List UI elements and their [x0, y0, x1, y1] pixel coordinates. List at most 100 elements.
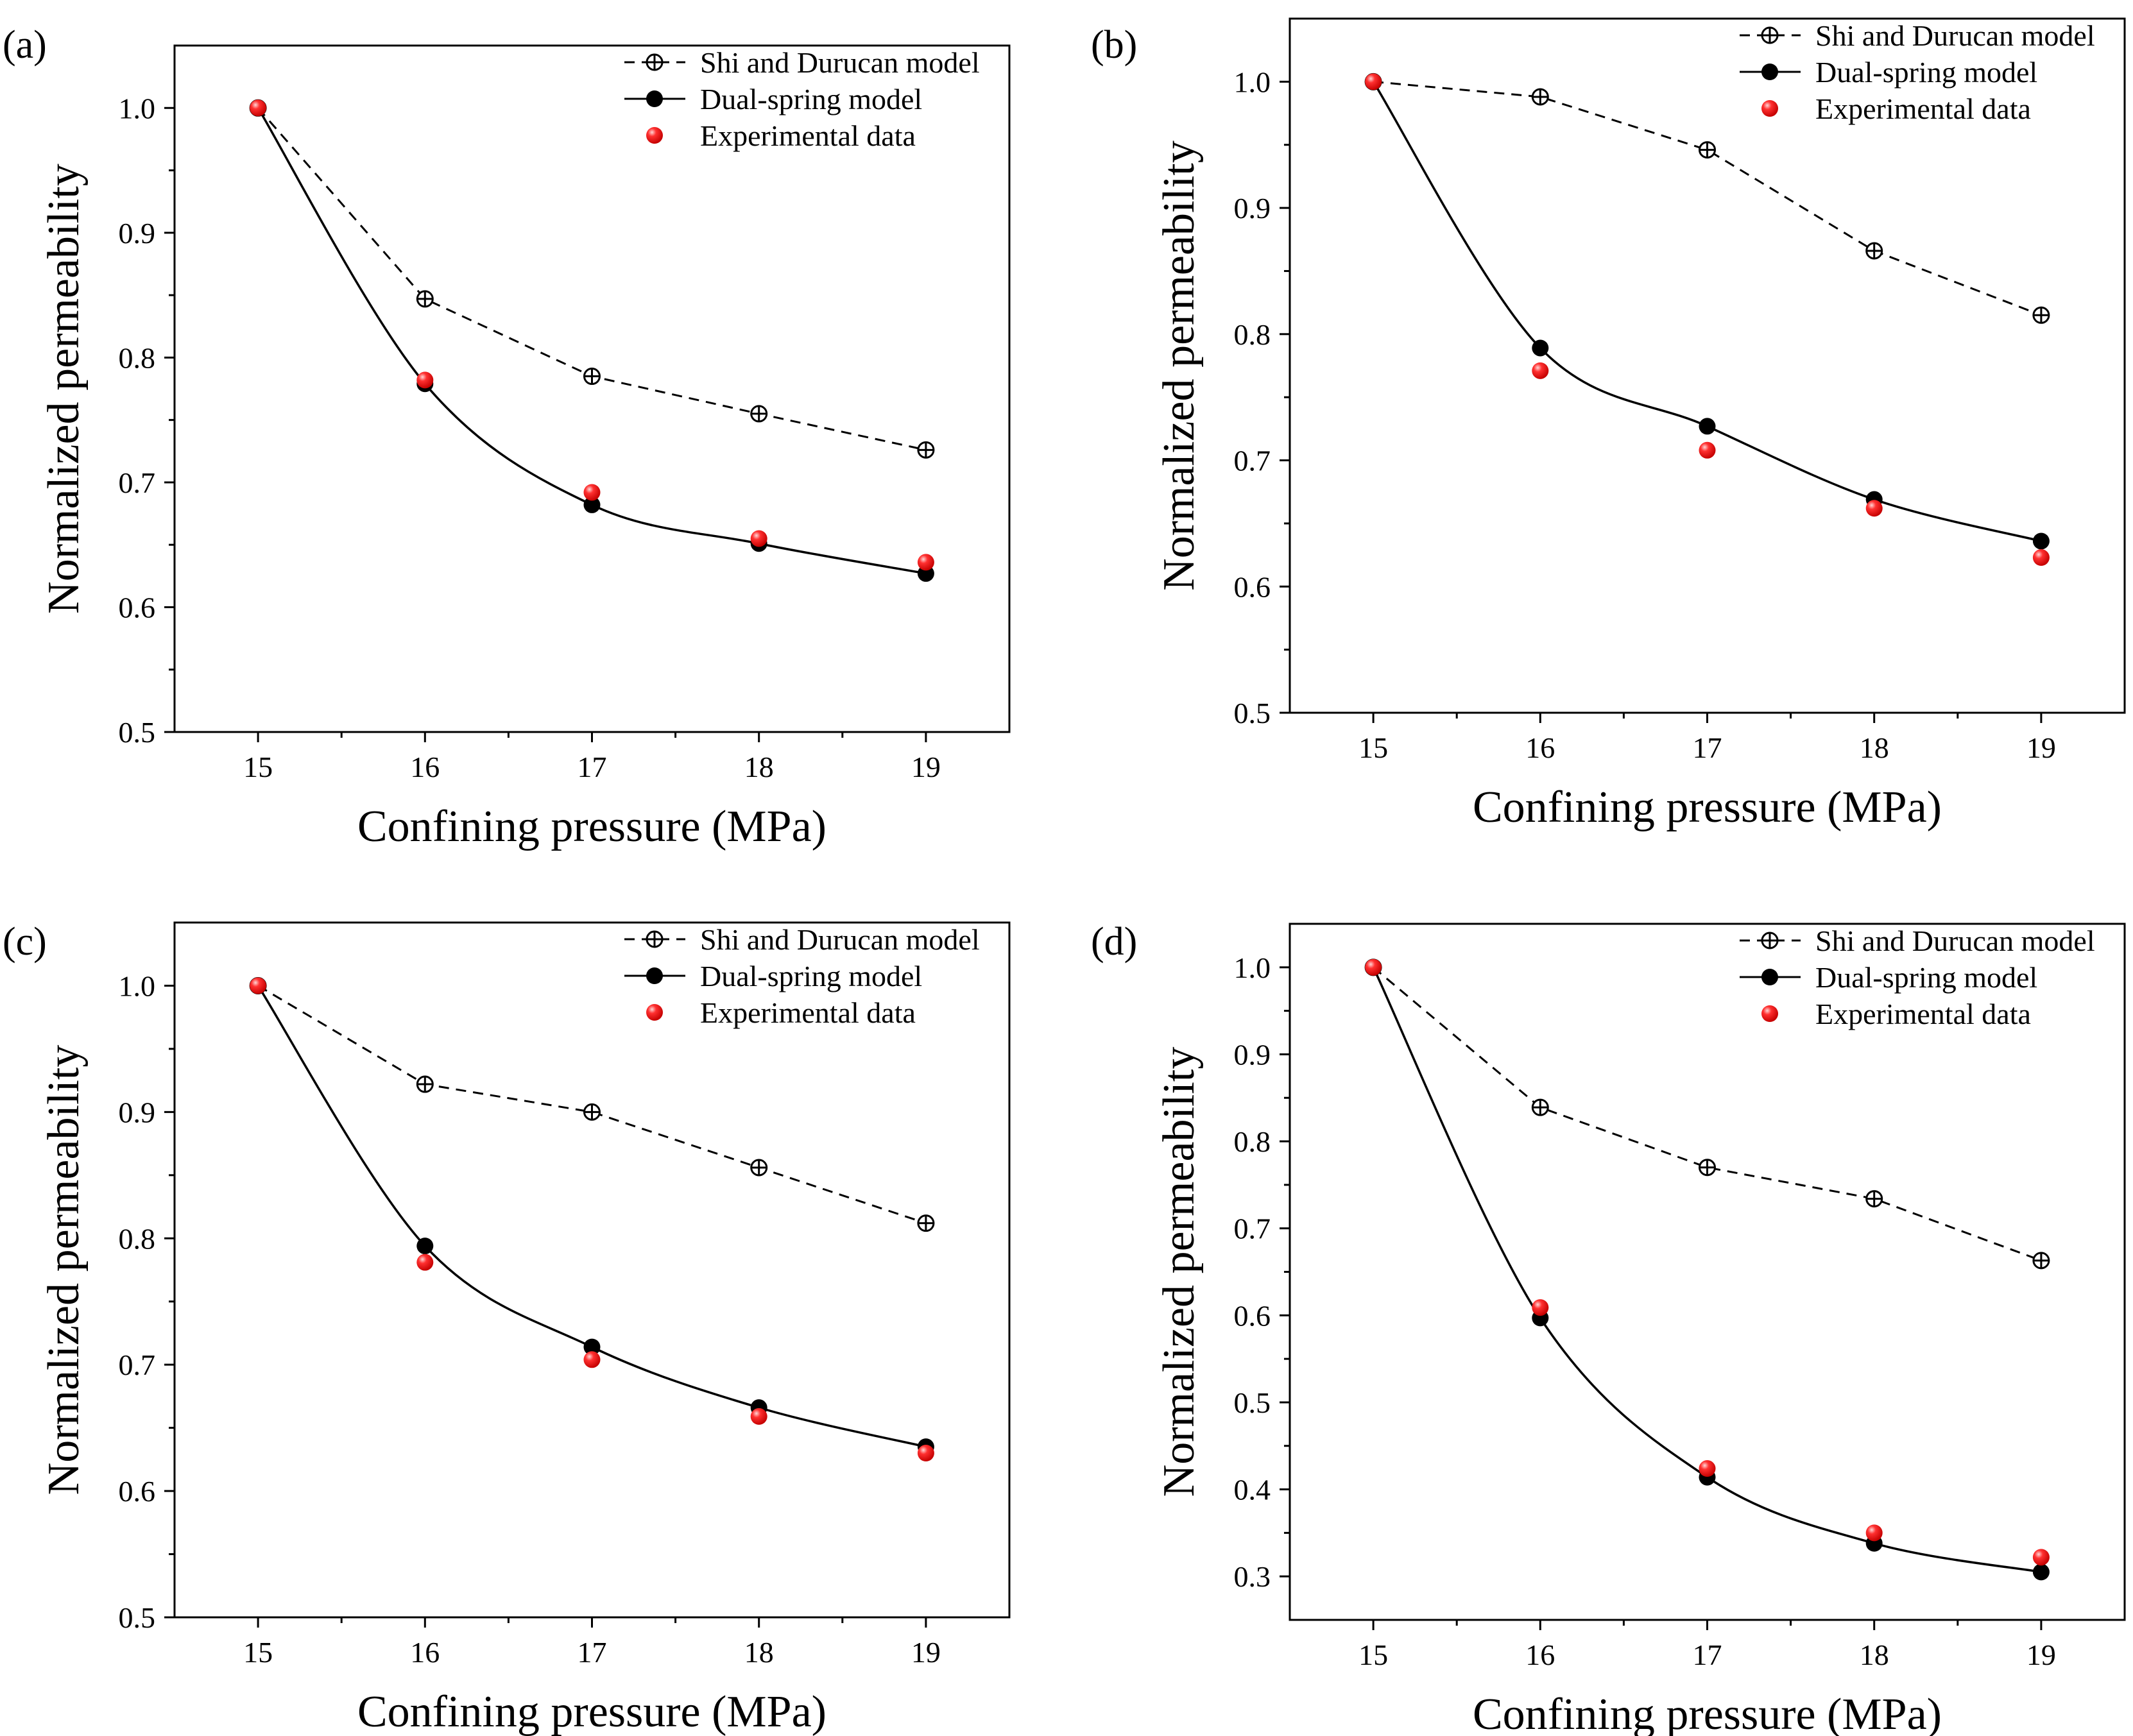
series-line-shi-durucan — [1373, 966, 2042, 1262]
chart-panel: (c) 15 16 17 18 19 0.5 0.6 0.7 0.8 0.9 1.0 Confining… — [3, 920, 1011, 1736]
x-tick-label: 16 — [410, 751, 440, 783]
point-shi-durucan — [583, 1103, 601, 1121]
point-experimental — [250, 977, 267, 994]
legend-label: Shi and Durucan model — [700, 46, 980, 79]
legend-label: Shi and Durucan model — [1815, 19, 2095, 52]
point-shi-durucan — [1531, 1098, 1549, 1116]
y-axis-title: Normalized permeability — [39, 1045, 89, 1495]
x-tick-label: 15 — [1358, 731, 1388, 764]
legend-label: Dual-spring model — [1815, 56, 2037, 89]
y-tick-label: 1.0 — [1234, 951, 1271, 984]
point-experimental — [583, 1351, 601, 1368]
point-experimental — [917, 1445, 934, 1462]
x-tick-label: 18 — [744, 1636, 774, 1669]
legend-label: Experimental data — [1815, 998, 2031, 1030]
y-tick-label: 0.8 — [119, 341, 156, 374]
x-tick-label: 18 — [744, 751, 774, 783]
series-line-dual-spring — [1372, 81, 2042, 543]
legend-swatch-marker — [646, 53, 664, 71]
point-experimental — [1365, 958, 1382, 976]
point-experimental — [1532, 362, 1549, 379]
y-axis-title: Normalized permeability — [1154, 140, 1204, 591]
panel-label: (d) — [1091, 920, 1137, 964]
legend-label: Dual-spring model — [700, 83, 922, 115]
legend-label: Shi and Durucan model — [1815, 924, 2095, 957]
chart-panel: (a) 15 16 17 18 19 0.5 0.6 0.7 0.8 0.9 1.0 Confining… — [3, 23, 1011, 851]
point-experimental — [2032, 549, 2050, 566]
legend-label: Experimental data — [700, 996, 916, 1029]
point-experimental — [2032, 1549, 2050, 1566]
point-experimental — [583, 484, 601, 501]
series-line-shi-durucan — [257, 985, 927, 1225]
point-experimental — [416, 371, 434, 389]
point-dual-spring — [1532, 339, 1549, 357]
x-tick-label: 17 — [1693, 731, 1722, 764]
point-shi-durucan — [917, 441, 935, 459]
point-experimental — [416, 1254, 434, 1271]
y-tick-label: 0.7 — [1234, 445, 1271, 477]
panel-label: (a) — [3, 23, 47, 67]
legend-label: Experimental data — [1815, 92, 2031, 125]
x-tick-label: 15 — [243, 751, 273, 783]
point-shi-durucan — [416, 1075, 434, 1093]
legend-swatch-marker — [1761, 100, 1778, 117]
legend-swatch-marker — [1761, 64, 1778, 80]
point-shi-durucan — [917, 1214, 935, 1232]
legend-label: Dual-spring model — [700, 960, 922, 992]
x-tick-label: 16 — [410, 1636, 440, 1669]
y-axis-title: Normalized permeability — [1154, 1047, 1204, 1497]
x-tick-label: 19 — [2026, 731, 2056, 764]
legend-label: Shi and Durucan model — [700, 923, 980, 956]
x-tick-label: 17 — [578, 1636, 607, 1669]
x-tick-label: 19 — [911, 1636, 941, 1669]
x-tick-label: 15 — [1358, 1638, 1388, 1671]
y-tick-label: 0.9 — [119, 1096, 156, 1128]
series-line-shi-durucan — [257, 107, 927, 451]
point-experimental — [1699, 1460, 1716, 1477]
x-tick-label: 16 — [1525, 1638, 1555, 1671]
point-dual-spring — [583, 496, 601, 513]
x-tick-label: 17 — [578, 751, 607, 783]
x-tick-label: 19 — [911, 751, 941, 783]
x-axis-title: Confining pressure (MPa) — [1473, 783, 1942, 832]
x-axis-title: Confining pressure (MPa) — [1473, 1690, 1942, 1736]
y-tick-label: 0.7 — [119, 466, 156, 499]
legend: Shi and Durucan model Dual-spring modelEx… — [1740, 19, 2095, 125]
legend-swatch-marker — [646, 930, 664, 948]
y-tick-label: 0.9 — [1234, 1038, 1271, 1071]
y-tick-label: 0.6 — [119, 591, 156, 624]
legend: Shi and Durucan model Dual-spring model Ex… — [624, 923, 980, 1029]
point-shi-durucan — [1865, 242, 1883, 260]
legend-swatch-marker — [646, 967, 663, 984]
point-shi-durucan — [2032, 1252, 2050, 1270]
point-dual-spring — [1699, 418, 1716, 435]
point-experimental — [1532, 1299, 1549, 1316]
y-tick-label: 0.5 — [1234, 697, 1271, 729]
point-shi-durucan — [416, 290, 434, 308]
y-tick-label: 0.3 — [1234, 1560, 1271, 1593]
x-tick-label: 17 — [1693, 1638, 1722, 1671]
x-tick-label: 18 — [1860, 1638, 1889, 1671]
y-tick-label: 0.5 — [119, 1601, 156, 1634]
panel-label: (c) — [3, 920, 47, 964]
point-shi-durucan — [1531, 88, 1549, 106]
point-shi-durucan — [1699, 1159, 1716, 1177]
point-experimental — [750, 530, 767, 547]
x-axis-title: Confining pressure (MPa) — [357, 1687, 827, 1736]
point-experimental — [917, 554, 934, 571]
legend-swatch-marker — [1761, 1005, 1778, 1022]
legend-swatch-marker — [1761, 932, 1779, 949]
legend-swatch-marker — [646, 1004, 663, 1021]
y-axis-title: Normalized permeability — [39, 164, 89, 614]
y-tick-label: 0.8 — [1234, 1125, 1271, 1158]
x-tick-label: 16 — [1525, 731, 1555, 764]
y-tick-label: 1.0 — [1234, 65, 1271, 98]
series-line-dual-spring — [257, 985, 927, 1448]
chart-panel: (d) 15 16 17 18 19 0.3 0.4 0.5 0.6 0.7 0.8 0.9 1.0 Con… — [1091, 920, 2126, 1736]
legend-swatch-marker — [646, 127, 663, 144]
chart-panel: (b) 15 16 17 18 19 0.5 0.6 0.7 0.8 0.9 1.0 Confining… — [1091, 17, 2126, 832]
point-experimental — [1365, 73, 1382, 90]
point-shi-durucan — [1699, 141, 1716, 159]
point-shi-durucan — [583, 368, 601, 386]
